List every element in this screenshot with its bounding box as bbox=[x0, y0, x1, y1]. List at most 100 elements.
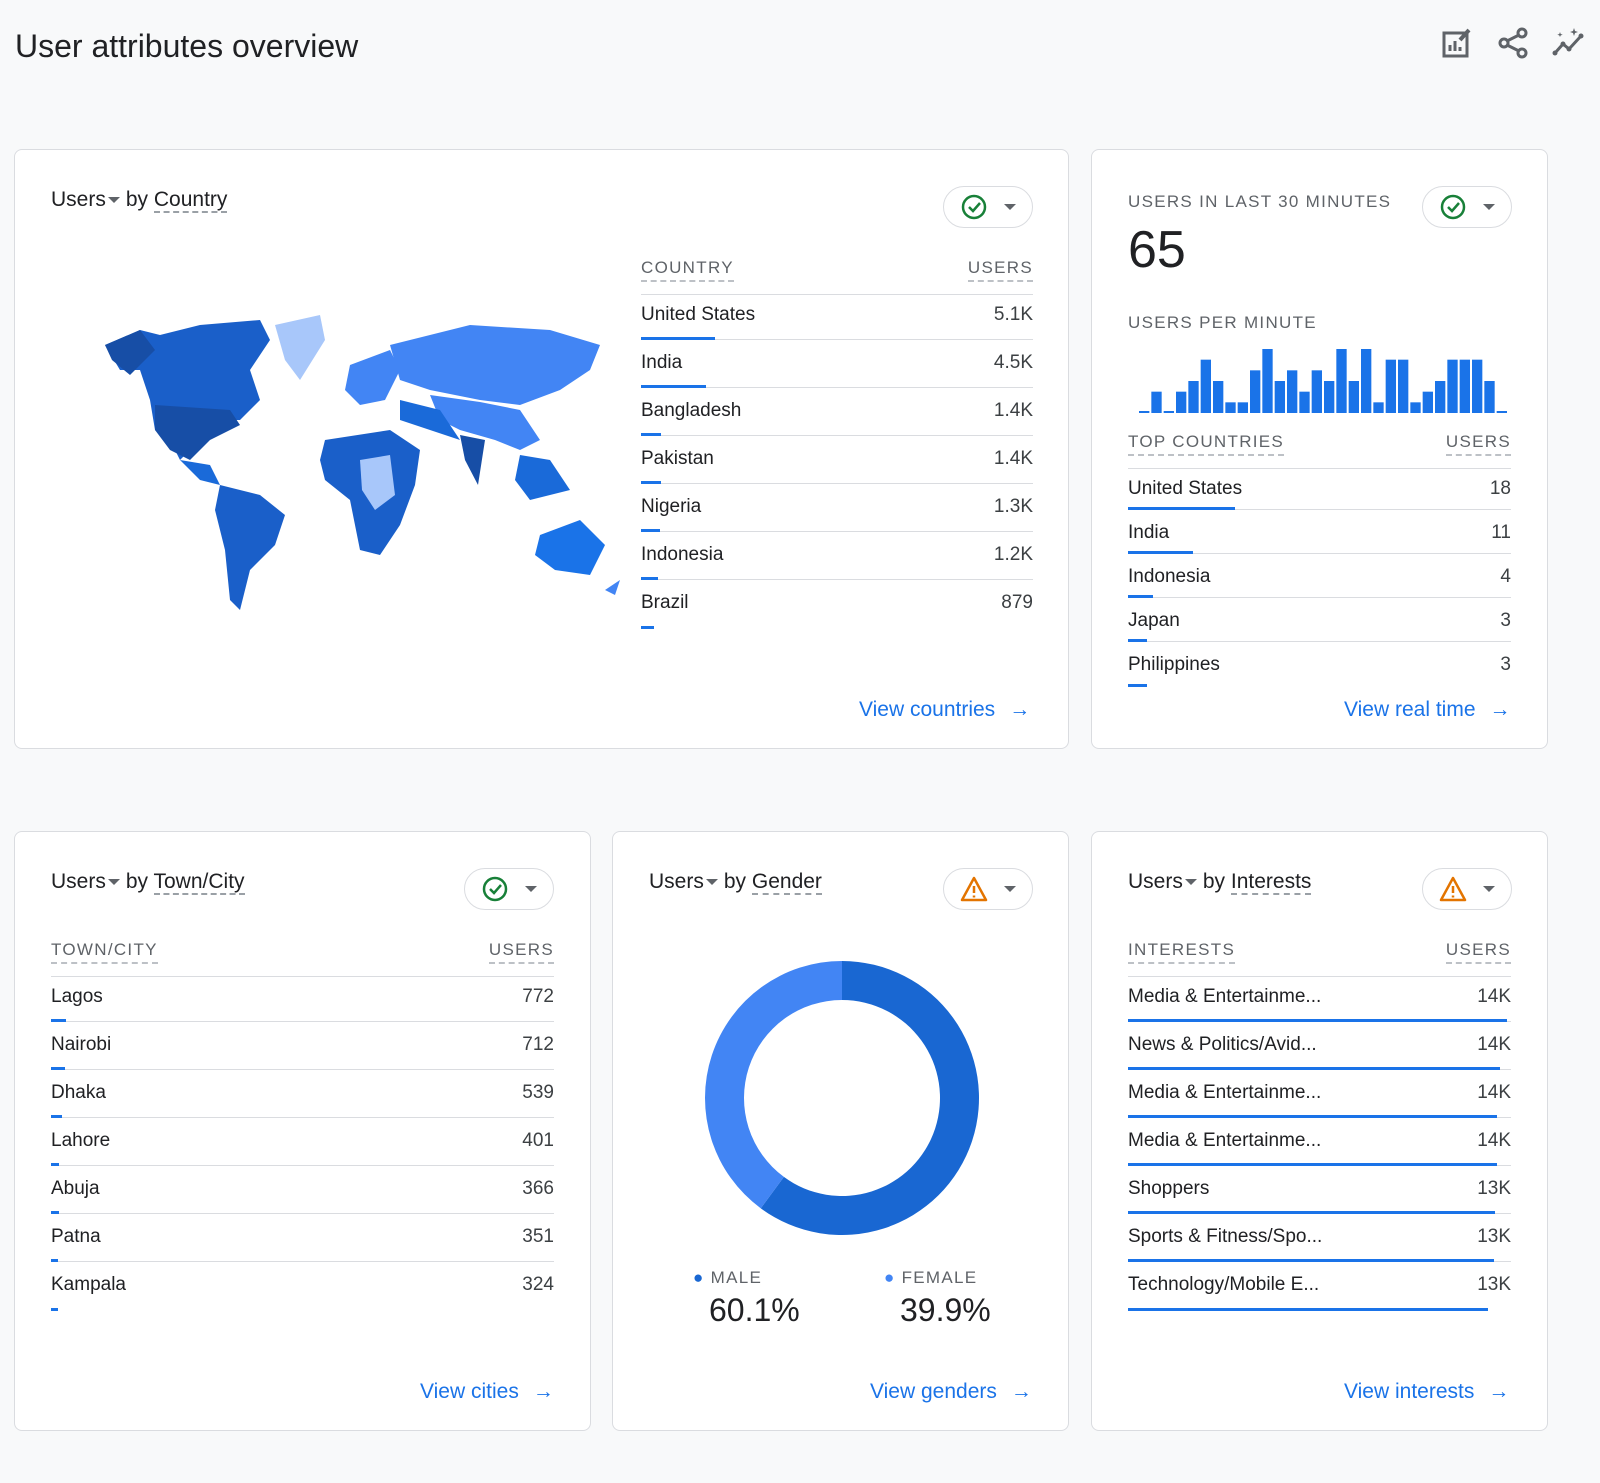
status-ok-button[interactable] bbox=[464, 868, 554, 910]
table-row[interactable]: Pakistan 1.4K bbox=[641, 436, 1033, 484]
minute-bar[interactable] bbox=[1484, 381, 1495, 413]
minute-bar[interactable] bbox=[1361, 349, 1372, 413]
metric-selector[interactable]: Users bbox=[51, 188, 106, 211]
column-header-users[interactable]: USERS bbox=[1445, 432, 1511, 456]
status-ok-button[interactable] bbox=[1422, 186, 1512, 228]
column-header-interests[interactable]: INTERESTS bbox=[1128, 940, 1236, 964]
dropdown-triangle-icon[interactable] bbox=[705, 879, 718, 886]
minute-bar[interactable] bbox=[1410, 402, 1421, 413]
view-real-time-link[interactable]: View real time → bbox=[1344, 698, 1511, 721]
dropdown-triangle-icon[interactable] bbox=[1184, 879, 1197, 886]
insights-icon[interactable] bbox=[1552, 26, 1586, 60]
row-label: India bbox=[1128, 522, 1170, 543]
dimension-label[interactable]: Country bbox=[153, 188, 228, 213]
dimension-label[interactable]: Gender bbox=[751, 870, 822, 895]
table-row[interactable]: United States 5.1K bbox=[641, 292, 1033, 340]
table-row[interactable]: Lagos 772 bbox=[51, 974, 554, 1022]
minute-bar[interactable] bbox=[1262, 349, 1273, 413]
warning-icon bbox=[960, 876, 988, 902]
column-header-users[interactable]: USERS bbox=[1445, 940, 1511, 964]
table-row[interactable]: Technology/Mobile E... 13K bbox=[1128, 1262, 1511, 1311]
minute-bar[interactable] bbox=[1447, 359, 1458, 413]
dropdown-triangle-icon[interactable] bbox=[107, 197, 120, 204]
table-row[interactable]: Kampala 324 bbox=[51, 1262, 554, 1311]
table-row[interactable]: Media & Entertainme... 14K bbox=[1128, 1118, 1511, 1166]
minute-bar[interactable] bbox=[1299, 391, 1310, 413]
edit-report-icon[interactable] bbox=[1440, 26, 1474, 60]
table-row[interactable]: Dhaka 539 bbox=[51, 1070, 554, 1118]
row-value: 3 bbox=[1500, 654, 1511, 675]
table-row[interactable]: Abuja 366 bbox=[51, 1166, 554, 1214]
table-row[interactable]: Japan 3 bbox=[1128, 598, 1511, 642]
minute-bar[interactable] bbox=[1385, 359, 1396, 413]
row-bar bbox=[641, 385, 706, 388]
donut-segment-female[interactable] bbox=[705, 961, 842, 1209]
table-row[interactable]: News & Politics/Avid... 14K bbox=[1128, 1022, 1511, 1070]
view-genders-link[interactable]: View genders → bbox=[870, 1380, 1032, 1403]
status-warning-button[interactable] bbox=[943, 868, 1033, 910]
table-row[interactable]: India 11 bbox=[1128, 510, 1511, 554]
column-header-top-countries[interactable]: TOP COUNTRIES bbox=[1128, 432, 1285, 456]
minute-bar[interactable] bbox=[1348, 381, 1359, 413]
status-ok-button[interactable] bbox=[943, 186, 1033, 228]
minute-bar[interactable] bbox=[1188, 381, 1199, 413]
row-value: 14K bbox=[1477, 986, 1511, 1007]
minute-bar[interactable] bbox=[1225, 402, 1236, 413]
world-map[interactable] bbox=[100, 310, 640, 610]
minute-bar[interactable] bbox=[1435, 381, 1446, 413]
row-value: 11 bbox=[1491, 522, 1511, 543]
minute-bar[interactable] bbox=[1274, 381, 1285, 413]
table-row[interactable]: Media & Entertainme... 14K bbox=[1128, 974, 1511, 1022]
minute-bar[interactable] bbox=[1139, 411, 1150, 413]
dimension-label[interactable]: Town/City bbox=[153, 870, 245, 895]
column-header-country[interactable]: COUNTRY bbox=[641, 258, 734, 282]
dropdown-triangle-icon[interactable] bbox=[107, 879, 120, 886]
table-row[interactable]: Patna 351 bbox=[51, 1214, 554, 1262]
minute-bar[interactable] bbox=[1287, 370, 1298, 413]
minute-bar[interactable] bbox=[1459, 359, 1470, 413]
table-row[interactable]: Indonesia 4 bbox=[1128, 554, 1511, 598]
minute-bar[interactable] bbox=[1496, 411, 1507, 413]
minute-bar[interactable] bbox=[1250, 370, 1261, 413]
table-row[interactable]: Nairobi 712 bbox=[51, 1022, 554, 1070]
table-row[interactable]: Sports & Fitness/Spo... 13K bbox=[1128, 1214, 1511, 1262]
minute-bar[interactable] bbox=[1336, 349, 1347, 413]
minute-bar[interactable] bbox=[1311, 370, 1322, 413]
metric-selector[interactable]: Users bbox=[51, 870, 106, 893]
view-countries-link[interactable]: View countries → bbox=[859, 698, 1031, 721]
status-warning-button[interactable] bbox=[1422, 868, 1512, 910]
table-row[interactable]: United States 18 bbox=[1128, 466, 1511, 510]
minute-bar[interactable] bbox=[1237, 402, 1248, 413]
dimension-label[interactable]: Interests bbox=[1230, 870, 1312, 895]
minute-bar[interactable] bbox=[1373, 402, 1384, 413]
users-per-minute-chart[interactable] bbox=[1138, 345, 1508, 415]
column-header-users[interactable]: USERS bbox=[967, 258, 1033, 282]
minute-bar[interactable] bbox=[1398, 359, 1409, 413]
minute-bar[interactable] bbox=[1472, 359, 1483, 413]
minute-bar[interactable] bbox=[1176, 391, 1187, 413]
table-row[interactable]: Indonesia 1.2K bbox=[641, 532, 1033, 580]
table-row[interactable]: Nigeria 1.3K bbox=[641, 484, 1033, 532]
column-header-users[interactable]: USERS bbox=[488, 940, 554, 964]
minute-bar[interactable] bbox=[1163, 411, 1174, 413]
table-row[interactable]: Philippines 3 bbox=[1128, 642, 1511, 687]
metric-selector[interactable]: Users bbox=[649, 870, 704, 893]
share-icon[interactable] bbox=[1496, 26, 1530, 60]
table-row[interactable]: Brazil 879 bbox=[641, 580, 1033, 629]
minute-bar[interactable] bbox=[1422, 391, 1433, 413]
column-header-town-city[interactable]: TOWN/CITY bbox=[51, 940, 158, 964]
donut-segment-male[interactable] bbox=[760, 961, 979, 1235]
minute-bar[interactable] bbox=[1324, 381, 1335, 413]
metric-selector[interactable]: Users bbox=[1128, 870, 1183, 893]
gender-donut-chart[interactable] bbox=[702, 958, 982, 1238]
table-row[interactable]: Media & Entertainme... 14K bbox=[1128, 1070, 1511, 1118]
minute-bar[interactable] bbox=[1200, 359, 1211, 413]
view-interests-link[interactable]: View interests → bbox=[1344, 1380, 1510, 1403]
table-row[interactable]: India 4.5K bbox=[641, 340, 1033, 388]
minute-bar[interactable] bbox=[1213, 381, 1224, 413]
table-row[interactable]: Bangladesh 1.4K bbox=[641, 388, 1033, 436]
minute-bar[interactable] bbox=[1151, 391, 1162, 413]
view-cities-link[interactable]: View cities → bbox=[420, 1380, 554, 1403]
table-row[interactable]: Shoppers 13K bbox=[1128, 1166, 1511, 1214]
table-row[interactable]: Lahore 401 bbox=[51, 1118, 554, 1166]
